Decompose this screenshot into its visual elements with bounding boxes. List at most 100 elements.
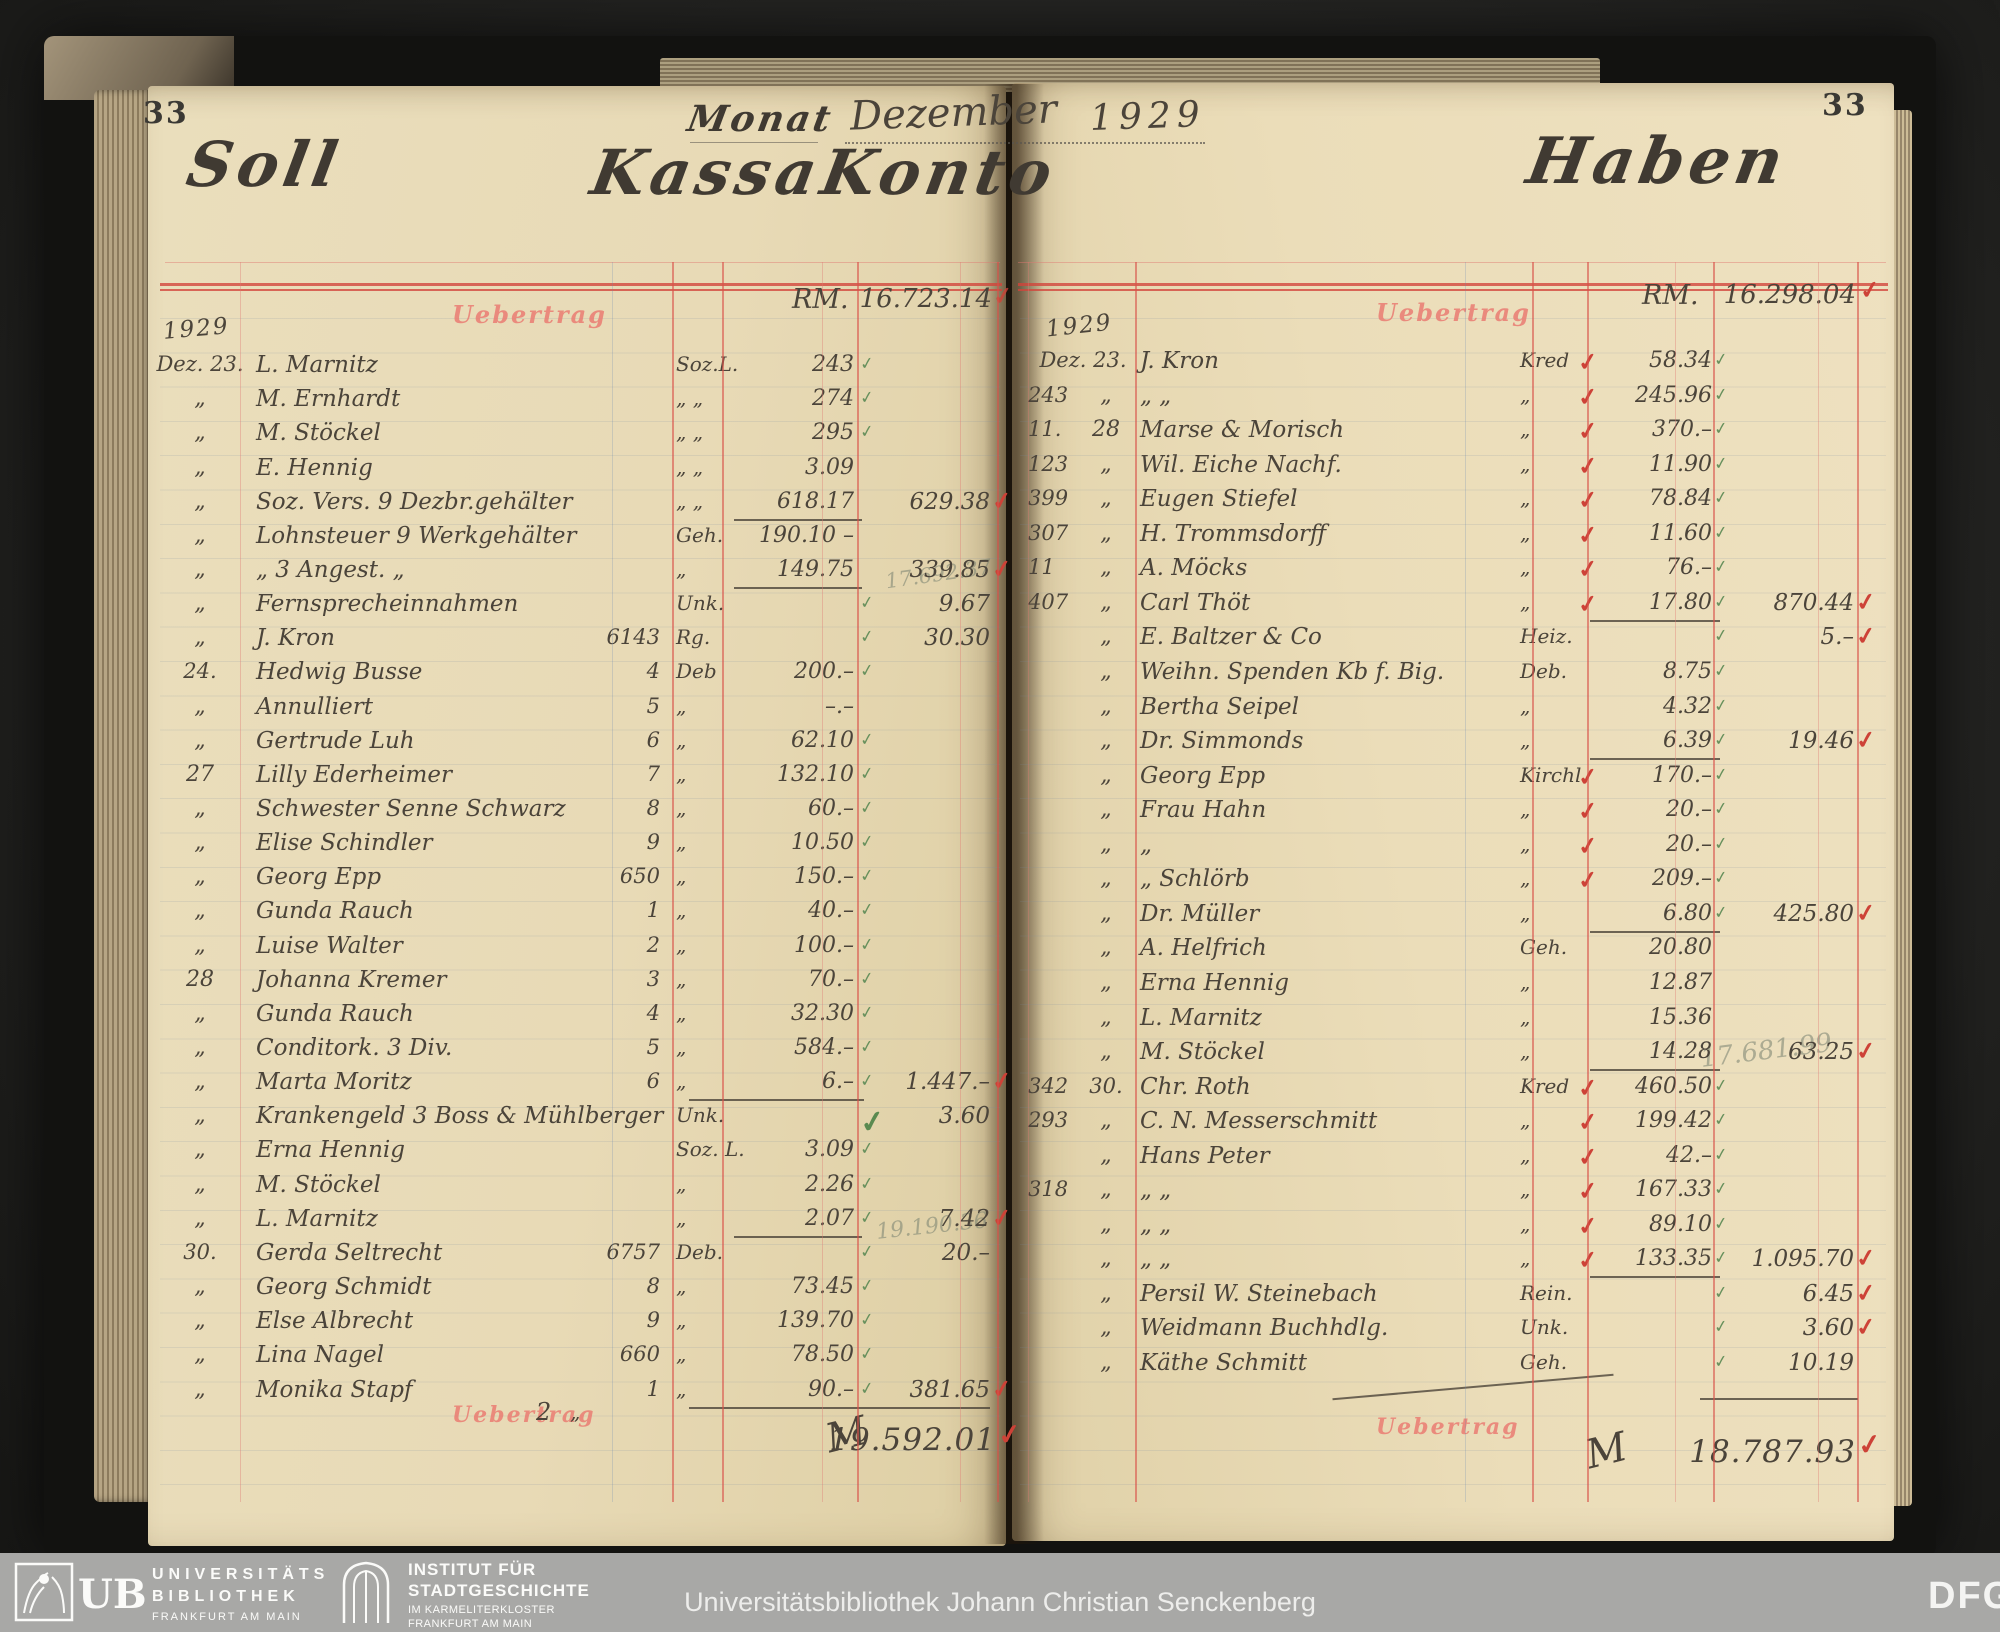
- uebertrag-bottom-right: Uebertrag: [1376, 1414, 1520, 1440]
- entry-name: Käthe Schmitt: [1140, 1349, 1307, 1376]
- entry-date: 30.: [1089, 1073, 1123, 1098]
- green-checkmark: ✓: [858, 1001, 876, 1023]
- entry-amount: 40.–: [808, 898, 854, 924]
- entry-amount: 10.50: [791, 830, 854, 856]
- column-rule: [672, 262, 674, 1502]
- entry-amount: 15.36: [1649, 1004, 1712, 1030]
- entry-account: Kred: [1520, 1073, 1570, 1098]
- entry-date: „: [194, 693, 206, 719]
- entry-amount: 167.33: [1635, 1177, 1712, 1203]
- entry-ref: 4: [646, 1000, 660, 1025]
- entry-account: „: [1520, 693, 1531, 718]
- carry-currency-right: RM.: [1642, 280, 1699, 311]
- entry-ref: 399: [1028, 486, 1069, 511]
- entry-amount: 6.39: [1663, 728, 1712, 754]
- green-checkmark: ✓: [1712, 487, 1730, 509]
- green-checkmark: ✓: [858, 933, 876, 955]
- entry-account: „: [1520, 417, 1531, 442]
- ruling-left: [160, 318, 1000, 1504]
- entry-date: „: [1100, 382, 1112, 408]
- entry-date: „: [1100, 1004, 1112, 1030]
- sum-line: [1590, 930, 1720, 933]
- entry-date: „: [194, 556, 206, 582]
- green-checkmark: ✓: [858, 1138, 876, 1160]
- entry-name: Wil. Eiche Nachf.: [1140, 451, 1342, 478]
- column-title-soll: Soll: [181, 128, 348, 201]
- entry-amount: 6.–: [822, 1069, 854, 1095]
- entry-name: C. N. Messerschmitt: [1140, 1108, 1378, 1135]
- entry-name: L. Marnitz: [1140, 1004, 1262, 1031]
- entry-name: E. Baltzer & Co: [1140, 624, 1322, 651]
- entry-name: Soz. Vers. 9 Dezbr.gehälter: [256, 488, 573, 515]
- entry-amount: 209.–: [1652, 866, 1712, 892]
- entry-date: „: [194, 1376, 206, 1402]
- entry-amount: 200.–: [794, 659, 854, 685]
- entry-amount: 20.–: [1666, 797, 1712, 823]
- entry-amount: 17.80: [1649, 589, 1712, 615]
- entry-date: „: [194, 625, 206, 651]
- entry-account: „: [1520, 1246, 1531, 1271]
- entry-ref: 6: [646, 1069, 660, 1094]
- entry-ref: 9: [646, 830, 660, 855]
- entry-subtotal: 20.–: [941, 1239, 990, 1266]
- entry-account: Deb: [676, 659, 717, 684]
- carry-amount-right: 16.298.04: [1723, 280, 1856, 310]
- entry-subtotal: 870.44: [1773, 589, 1854, 616]
- entry-account: Unk.: [676, 1103, 725, 1128]
- entry-name: Erna Hennig: [1140, 969, 1289, 996]
- entry-account: „: [676, 1308, 687, 1333]
- column-rule: [1532, 262, 1534, 1502]
- sum-line: [734, 586, 862, 589]
- entry-account: „: [676, 1205, 687, 1230]
- entry-account: „: [676, 864, 687, 889]
- entry-account: „: [1520, 555, 1531, 580]
- entry-date: „: [194, 1205, 206, 1231]
- entry-date: „: [1100, 900, 1112, 926]
- entry-amount: 62.10: [791, 727, 854, 753]
- entry-ref: 2: [646, 932, 660, 957]
- column-rule: [1587, 262, 1589, 1502]
- entry-amount: 274: [812, 386, 854, 412]
- entry-name: Eugen Stiefel: [1140, 486, 1298, 513]
- green-checkmark: ✓: [1712, 521, 1730, 543]
- entry-date: „: [1100, 1142, 1112, 1168]
- entry-account: „: [676, 1069, 687, 1094]
- entry-name: M. Ernhardt: [256, 386, 401, 413]
- entry-date: „: [1100, 797, 1112, 823]
- entry-amount: 3.09: [805, 1137, 854, 1163]
- column-rule: [1028, 262, 1029, 1502]
- entry-amount: 460.50: [1635, 1073, 1712, 1099]
- entry-subtotal: 63.25: [1788, 1039, 1854, 1065]
- sum-line: [1590, 1069, 1720, 1071]
- entry-subtotal: 30.30: [924, 625, 990, 652]
- entry-name: Marse & Morisch: [1140, 417, 1345, 444]
- entry-account: „: [676, 727, 687, 752]
- entry-ref: 243: [1028, 382, 1069, 407]
- page-right: [1012, 83, 1894, 1541]
- sum-line: [734, 1235, 862, 1238]
- entry-name: A. Möcks: [1140, 555, 1248, 582]
- entry-date: „: [1100, 451, 1112, 477]
- entry-date: Dez. 23.: [156, 352, 244, 376]
- entry-name: „: [1140, 831, 1152, 858]
- entry-name: Gunda Rauch: [256, 1000, 414, 1027]
- green-checkmark: ✓: [1712, 1212, 1730, 1234]
- entry-amount: 149.75: [777, 556, 854, 582]
- entry-date: „: [1100, 935, 1112, 961]
- page-number-right: 33: [1822, 88, 1868, 123]
- entry-account: „: [676, 796, 687, 820]
- green-checkmark: ✓: [858, 1343, 876, 1365]
- entry-amount: 11.60: [1649, 520, 1712, 546]
- entry-name: Conditork. 3 Div.: [256, 1035, 453, 1061]
- entry-ref: 1: [646, 1376, 660, 1401]
- entry-ref: 8: [646, 1274, 660, 1299]
- entry-name: Luise Walter: [256, 932, 403, 959]
- green-checkmark: ✓: [858, 762, 876, 784]
- entry-amount: 100.–: [794, 932, 854, 958]
- entry-date: 28: [186, 966, 214, 992]
- entry-ref: 4: [646, 659, 660, 684]
- entry-name: Weihn. Spenden Kb f. Big.: [1140, 659, 1445, 685]
- ub-logo-text: UNIVERSITÄTS BIBLIOTHEK FRANKFURT AM MAI…: [152, 1566, 330, 1623]
- green-checkmark: ✓: [858, 387, 876, 409]
- column-rule: [960, 262, 961, 1502]
